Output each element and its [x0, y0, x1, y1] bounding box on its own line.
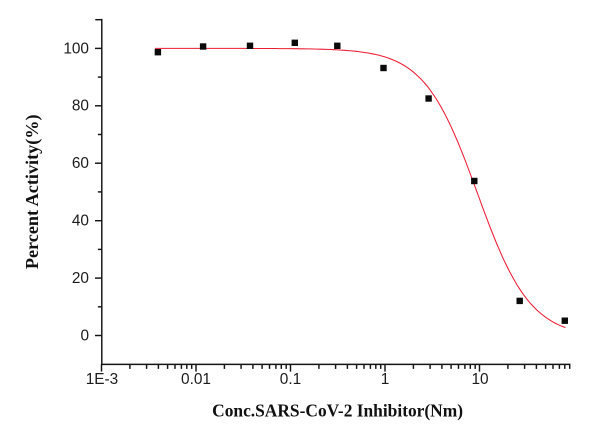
svg-text:80: 80	[72, 98, 89, 115]
svg-text:1: 1	[381, 371, 390, 388]
svg-text:40: 40	[72, 213, 89, 230]
svg-text:100: 100	[63, 40, 89, 57]
svg-text:0: 0	[80, 327, 89, 344]
svg-text:1E-3: 1E-3	[86, 371, 119, 388]
svg-text:10: 10	[471, 371, 488, 388]
svg-text:0.1: 0.1	[280, 371, 301, 388]
svg-text:Percent Activity(%): Percent Activity(%)	[22, 114, 43, 269]
svg-text:0.01: 0.01	[181, 371, 211, 388]
svg-text:60: 60	[72, 155, 89, 172]
svg-text:20: 20	[72, 270, 89, 287]
svg-text:Conc.SARS-CoV-2 Inhibitor(Nm): Conc.SARS-CoV-2 Inhibitor(Nm)	[212, 401, 463, 421]
